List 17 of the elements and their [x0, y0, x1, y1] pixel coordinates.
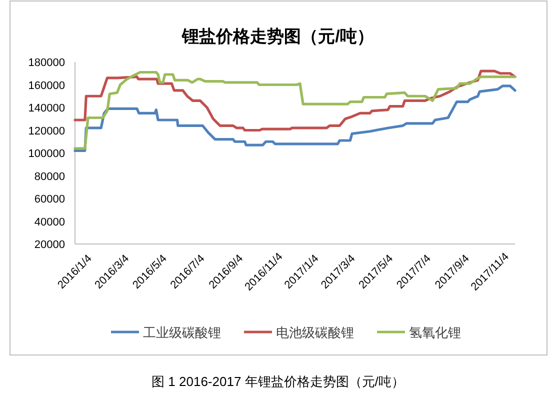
- y-tick-label: 60000: [34, 194, 65, 206]
- legend-label: 氢氧化锂: [409, 325, 461, 340]
- y-tick-label: 120000: [28, 125, 65, 138]
- y-tick-label: 180000: [28, 57, 65, 69]
- legend-label: 工业级碳酸锂: [143, 325, 221, 340]
- caption: 图 1 2016-2017 年锂盐价格走势图（元/吨）: [152, 374, 404, 389]
- y-tick-label: 20000: [34, 239, 65, 251]
- line-series: [74, 70, 516, 132]
- y-tick-label: 40000: [34, 216, 65, 228]
- y-tick-label: 140000: [28, 102, 65, 114]
- chart-title: 锂盐价格走势图（元/吨）: [181, 27, 374, 46]
- y-tick-label: 100000: [28, 148, 65, 160]
- line-series: [74, 84, 516, 152]
- y-tick-label: 160000: [28, 80, 65, 92]
- line-series: [74, 70, 516, 150]
- y-tick-label: 80000: [34, 170, 65, 183]
- legend-label: 电池级碳酸锂: [276, 325, 354, 340]
